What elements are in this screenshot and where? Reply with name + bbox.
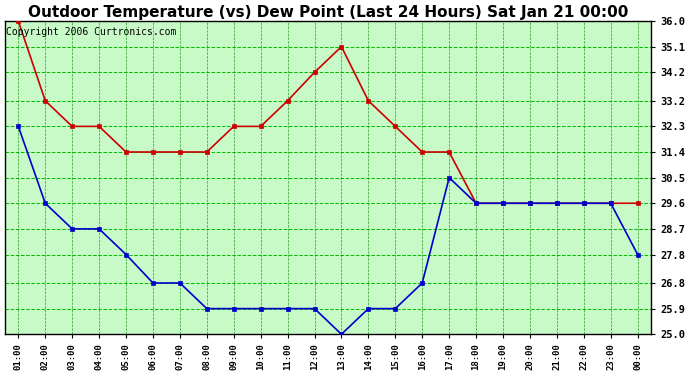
Title: Outdoor Temperature (vs) Dew Point (Last 24 Hours) Sat Jan 21 00:00: Outdoor Temperature (vs) Dew Point (Last…: [28, 5, 628, 20]
Text: Copyright 2006 Curtronics.com: Copyright 2006 Curtronics.com: [6, 27, 177, 37]
